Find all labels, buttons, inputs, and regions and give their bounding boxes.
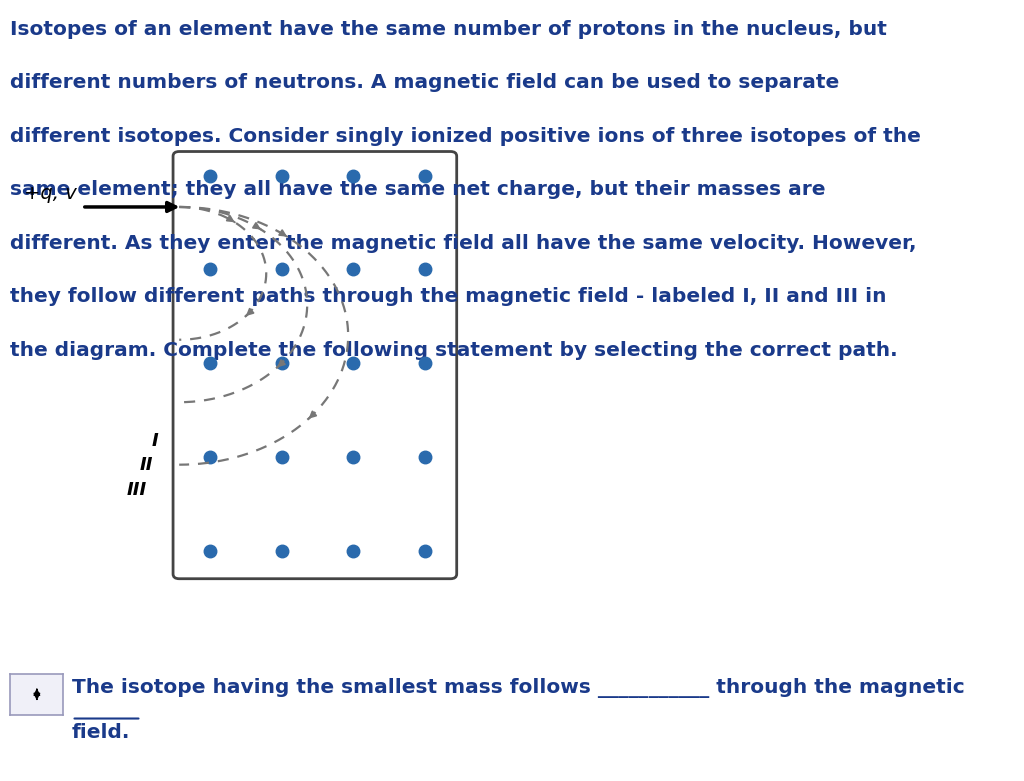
Text: III: III — [126, 481, 146, 500]
Text: different numbers of neutrons. A magnetic field can be used to separate: different numbers of neutrons. A magneti… — [10, 73, 840, 92]
Text: field.: field. — [72, 723, 130, 742]
Text: different. As they enter the magnetic field all have the same velocity. However,: different. As they enter the magnetic fi… — [10, 234, 916, 252]
Text: II: II — [140, 455, 154, 474]
Text: they follow different paths through the magnetic field - labeled I, II and III i: they follow different paths through the … — [10, 287, 887, 306]
Text: different isotopes. Consider singly ionized positive ions of three isotopes of t: different isotopes. Consider singly ioni… — [10, 127, 922, 145]
Text: I: I — [152, 432, 159, 451]
Text: Isotopes of an element have the same number of protons in the nucleus, but: Isotopes of an element have the same num… — [10, 20, 887, 38]
FancyBboxPatch shape — [173, 152, 457, 579]
Text: the diagram. Complete the following statement by selecting the correct path.: the diagram. Complete the following stat… — [10, 341, 898, 359]
Text: The isotope having the smallest mass follows ___________ through the magnetic: The isotope having the smallest mass fol… — [72, 678, 965, 698]
Text: same element; they all have the same net charge, but their masses are: same element; they all have the same net… — [10, 180, 825, 199]
Text: +q, v: +q, v — [24, 184, 77, 203]
